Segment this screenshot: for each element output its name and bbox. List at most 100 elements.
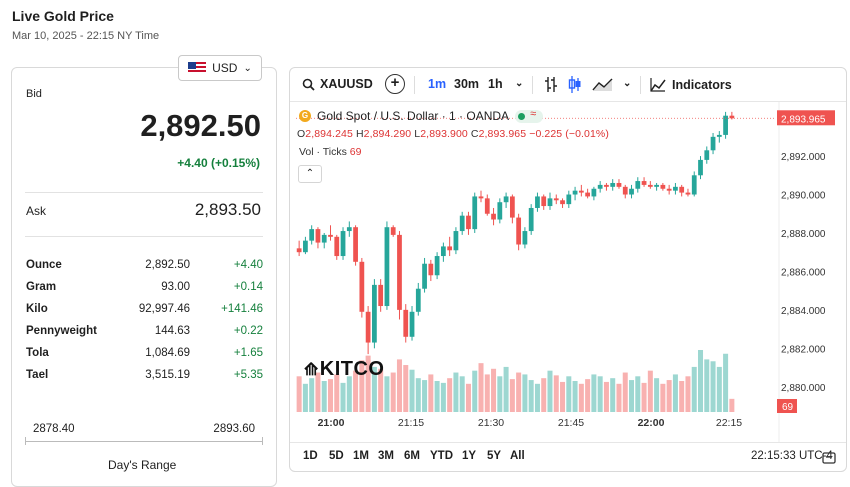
volume-bar [484, 374, 490, 412]
volume-bar [390, 372, 396, 412]
us-flag-icon [188, 62, 207, 74]
price-chart[interactable]: 2,880.000 2,882.000 2,884.000 2,886.000 2,88… [290, 102, 847, 442]
candle [691, 175, 697, 195]
range-1y[interactable]: 1Y [462, 450, 477, 462]
candle [610, 182, 616, 187]
unit-row-ounce: Ounce 2,892.50 +4.40 [26, 259, 263, 277]
unit-change: +0.14 [233, 281, 263, 293]
volume-bar [371, 366, 377, 412]
volume-bar [622, 372, 628, 412]
collapse-legend-button[interactable]: ⌃ [298, 165, 322, 183]
symbol-search[interactable]: XAUUSD [302, 77, 373, 91]
unit-price: 1,084.69 [145, 347, 190, 359]
y-tick-label: 2,886.000 [781, 267, 826, 278]
x-tick-label: 21:30 [478, 417, 504, 429]
interval-30m[interactable]: 30m [454, 77, 480, 91]
bid-label: Bid [26, 88, 42, 100]
open-value: 2,894.245 [305, 128, 353, 140]
candle [359, 261, 365, 312]
style-chevron-icon[interactable]: ⌄ [623, 78, 632, 89]
candle [597, 184, 603, 189]
range-6m[interactable]: 6M [404, 450, 420, 462]
candle [440, 246, 446, 257]
volume-bar [428, 374, 434, 412]
volume-bar [716, 366, 722, 412]
unit-change: +0.22 [233, 325, 263, 337]
volume-bar [327, 379, 334, 412]
volume-bar [610, 378, 616, 412]
range-5d[interactable]: 5D [329, 450, 344, 462]
volume-bar [522, 374, 528, 412]
range-ytd[interactable]: YTD [430, 450, 453, 462]
volume-bar [710, 361, 716, 412]
range-1m[interactable]: 1M [353, 450, 369, 462]
candle [535, 196, 540, 208]
volume-bar [296, 376, 302, 412]
x-tick-label: 21:00 [318, 417, 345, 429]
instrument-name: Gold Spot / U.S. Dollar · 1 · OANDA [317, 109, 510, 123]
timestamp: Mar 10, 2025 - 22:15 NY Time [12, 30, 160, 42]
currency-select[interactable]: USD ⌄ [178, 55, 262, 81]
candle [673, 186, 678, 191]
x-tick-label: 21:15 [398, 417, 424, 429]
close-value: 2,893.965 [478, 128, 527, 140]
candle [340, 231, 346, 257]
range-5y[interactable]: 5Y [487, 450, 502, 462]
candle [478, 196, 484, 199]
volume-bar [497, 376, 503, 412]
interval-1m[interactable]: 1m [428, 77, 447, 91]
volume-bar [365, 355, 371, 412]
interval-1h[interactable]: 1h [488, 77, 503, 91]
volume-bar [541, 378, 547, 412]
range-1d[interactable]: 1D [303, 450, 318, 462]
volume-bar [591, 374, 597, 412]
unit-change: +5.35 [233, 369, 263, 381]
area-style-icon[interactable] [592, 77, 614, 92]
unit-price: 2,892.50 [145, 259, 190, 271]
candle [328, 234, 333, 237]
gold-icon: G [299, 110, 311, 122]
candle [522, 231, 528, 245]
kitco-text: KITCO [319, 358, 385, 380]
volume-bar [635, 376, 641, 412]
candle [321, 234, 327, 243]
compare-button[interactable]: + [385, 74, 405, 94]
unit-price: 93.00 [161, 281, 190, 293]
candle [572, 190, 578, 195]
candle [372, 284, 377, 343]
candle-style-icon[interactable] [568, 75, 582, 94]
candle [541, 196, 547, 207]
candle [660, 184, 666, 189]
last-volume-badge [777, 399, 797, 413]
volume-bar [578, 383, 584, 412]
volume-bar [346, 376, 352, 412]
unit-row-kilo: Kilo 92,997.46 +141.46 [26, 303, 263, 321]
indicators-button[interactable]: Indicators [650, 77, 732, 92]
candle [698, 159, 703, 176]
candle [415, 288, 421, 312]
candle [716, 134, 722, 137]
divider [25, 236, 263, 237]
search-icon [302, 78, 315, 91]
candle [616, 182, 622, 187]
candle [497, 202, 503, 220]
range-all[interactable]: All [510, 450, 525, 462]
y-tick-label: 2,890.000 [781, 191, 826, 202]
candle [296, 248, 302, 253]
unit-price: 144.63 [154, 325, 190, 337]
indicators-icon [650, 78, 666, 92]
x-tick-label: 22:00 [638, 417, 665, 429]
volume-label: Vol · Ticks [299, 146, 347, 158]
volume-bar [396, 359, 402, 412]
volume-bar [315, 372, 321, 412]
chart-settings-icon[interactable] [822, 452, 836, 464]
range-3m[interactable]: 3M [378, 450, 394, 462]
candle [346, 227, 352, 232]
candle [447, 246, 453, 251]
bar-style-icon[interactable] [544, 76, 558, 93]
interval-chevron-icon[interactable]: ⌄ [515, 78, 524, 89]
divider [640, 76, 641, 94]
x-tick-label: 21:45 [558, 417, 584, 429]
candle [303, 240, 308, 253]
chevron-down-icon: ⌄ [243, 62, 252, 74]
